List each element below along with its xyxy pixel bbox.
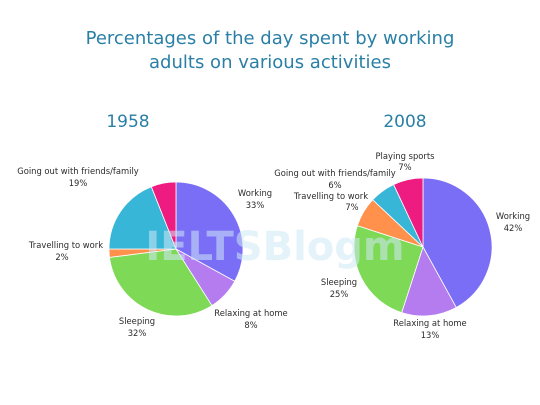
slice-1958-going-out-with-friends-family-4 (108, 186, 177, 250)
label-2008-working-value: 42% (504, 223, 523, 233)
pie-1958 (108, 181, 244, 317)
label-1958-travelling-name: Travelling to work (28, 240, 103, 250)
label-2008-sleeping-value: 25% (330, 289, 349, 299)
slice-2008-working-0 (422, 177, 493, 309)
subtitle-2008: 2008 (383, 112, 426, 132)
title-line-2: adults on various activities (149, 52, 391, 73)
label-2008-going-out-value: 6% (328, 180, 341, 190)
label-2008-relaxing-name: Relaxing at home (393, 318, 466, 328)
slice-2008-playing-sports-5 (393, 177, 424, 248)
label-1958-going-out-value: 19% (69, 178, 88, 188)
slice-1958-working-0 (175, 181, 244, 282)
slice-1958-sleeping-2 (109, 248, 213, 317)
label-2008-working-name: Working (496, 211, 530, 221)
label-1958-working-value: 33% (246, 200, 265, 210)
label-2008-travelling-value: 7% (345, 202, 358, 212)
title-line-1: Percentages of the day spent by working (86, 28, 455, 49)
slice-2008-sleeping-2 (353, 225, 424, 314)
label-2008-sleeping-name: Sleeping (321, 277, 357, 287)
label-1958-relaxing-name: Relaxing at home (214, 308, 287, 318)
label-2008-going-out-name: Going out with friends/family (274, 168, 396, 178)
subtitle-1958: 1958 (106, 112, 149, 132)
label-2008-relaxing-value: 13% (421, 330, 440, 340)
label-1958-relaxing-value: 8% (244, 320, 257, 330)
label-2008-travelling-name: Travelling to work (293, 191, 368, 201)
label-1958-sleeping-name: Sleeping (119, 316, 155, 326)
watermark: IELTSBlogm (145, 224, 404, 270)
label-1958-sleeping-value: 32% (128, 328, 147, 338)
pie-2008 (353, 177, 493, 317)
slice-2008-relaxing-at-home-1 (401, 245, 457, 317)
label-1958-going-out-name: Going out with friends/family (17, 166, 139, 176)
label-2008-playing-sports-name: Playing sports (376, 151, 435, 161)
label-2008-playing-sports-value: 7% (398, 162, 411, 172)
slice-1958-unlabeled-5 (150, 181, 177, 250)
label-1958-travelling-value: 2% (55, 252, 68, 262)
label-1958-working-name: Working (238, 188, 272, 198)
